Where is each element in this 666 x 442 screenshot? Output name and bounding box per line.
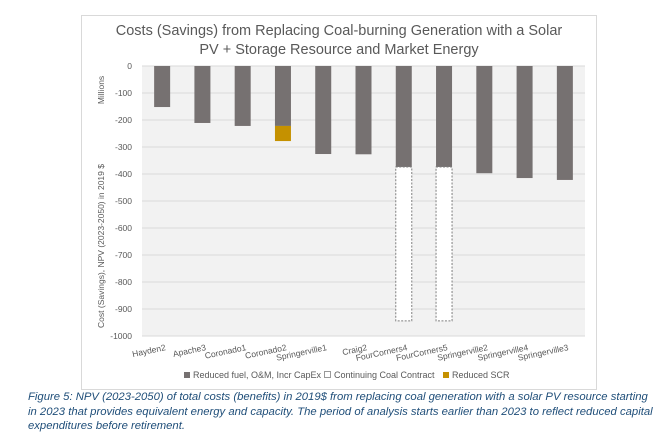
x-tick-label: Hayden2 <box>131 342 167 359</box>
y-axis-label: Cost (Savings), NPV (2023-2050) in 2019 … <box>96 164 106 328</box>
y-tick-label: -800 <box>115 277 132 287</box>
bar-fourcorners5-reduced-fuel-o-m-incr-capex <box>436 66 453 167</box>
bar-fourcorners4-reduced-fuel-o-m-incr-capex <box>395 66 412 167</box>
bar-coronado2-reduced-scr <box>274 125 291 142</box>
y-tick-label: -200 <box>115 115 132 125</box>
bar-fourcorners5-continuing-coal-contract <box>435 166 453 322</box>
x-tick-label: Apache3 <box>172 342 207 359</box>
y-tick-label: -100 <box>115 88 132 98</box>
y-tick-label: -400 <box>115 169 132 179</box>
legend-item-continuing-coal: Continuing Coal Contract <box>324 370 435 380</box>
bar-fourcorners4-continuing-coal-contract <box>395 166 413 322</box>
x-tick-label: Coronado1 <box>204 342 247 361</box>
y-tick-label: -900 <box>115 304 132 314</box>
chart-title: Costs (Savings) from Replacing Coal-burn… <box>81 22 597 60</box>
y-tick-label: -600 <box>115 223 132 233</box>
legend-swatch-reduced-fuel <box>184 372 190 378</box>
bar-springerville1-reduced-fuel-o-m-incr-capex <box>315 66 332 155</box>
legend-item-reduced-fuel: Reduced fuel, O&M, Incr CapEx <box>184 370 321 380</box>
legend-label: Reduced SCR <box>452 370 510 380</box>
y-tick-label: -700 <box>115 250 132 260</box>
bar-hayden2-reduced-fuel-o-m-incr-capex <box>154 66 171 108</box>
y-units-label: Millions <box>96 76 106 104</box>
bar-springerville4-reduced-fuel-o-m-incr-capex <box>516 66 533 179</box>
x-tick-labels: Hayden2 Apache3Coronado1Coronado2Springer… <box>131 342 569 363</box>
bar-springerville3-reduced-fuel-o-m-incr-capex <box>556 66 573 180</box>
legend-swatch-continuing-coal <box>324 371 331 378</box>
bar-springerville2-reduced-fuel-o-m-incr-capex <box>476 66 493 174</box>
y-tick-label: -500 <box>115 196 132 206</box>
bar-apache3-reduced-fuel-o-m-incr-capex <box>194 66 211 123</box>
y-tick-label: -1000 <box>110 331 132 341</box>
figure-caption: Figure 5: NPV (2023-2050) of total costs… <box>28 391 653 432</box>
legend-swatch-reduced-scr <box>443 372 449 378</box>
y-tick-label: -300 <box>115 142 132 152</box>
legend-item-reduced-scr: Reduced SCR <box>443 370 510 380</box>
y-tick-label: 0 <box>127 61 132 71</box>
bars <box>154 66 573 322</box>
y-tick-labels: 0 -100 -200 -300 -400 -500 -600 -700 -800 -900 -10… <box>110 61 132 341</box>
bar-coronado1-reduced-fuel-o-m-incr-capex <box>234 66 251 126</box>
legend-label: Reduced fuel, O&M, Incr CapEx <box>193 370 322 380</box>
bar-craig2-reduced-fuel-o-m-incr-capex <box>355 66 372 155</box>
chart-title-line-1: Costs (Savings) from Replacing Coal-burn… <box>115 23 563 39</box>
bar-coronado2-reduced-fuel-o-m-incr-capex <box>274 66 291 126</box>
legend-label: Continuing Coal Contract <box>334 370 435 380</box>
chart-title-line-2: PV + Storage Resource and Market Energy <box>199 42 479 58</box>
